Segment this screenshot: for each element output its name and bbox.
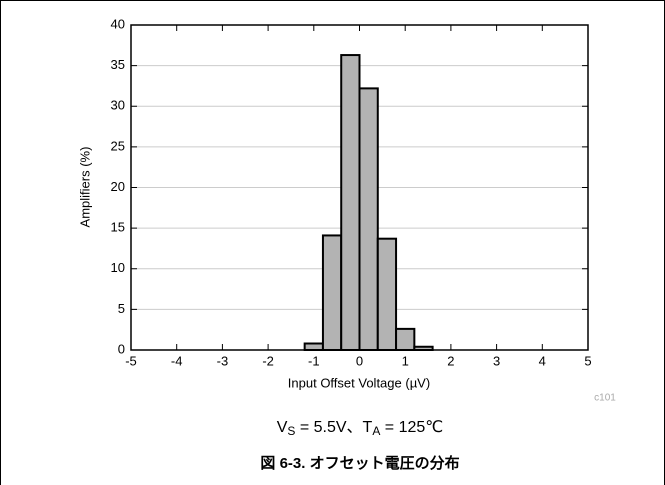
bar xyxy=(376,237,398,351)
bar xyxy=(340,54,361,351)
y-tick-label: 30 xyxy=(111,98,125,113)
x-tick-label: -2 xyxy=(262,353,274,368)
y-tick-label: 25 xyxy=(111,138,125,153)
x-tick-label: 4 xyxy=(539,353,546,368)
y-tick-label: 5 xyxy=(118,301,125,316)
x-tick-label: 2 xyxy=(447,353,454,368)
subtitle-part: = 125℃ xyxy=(380,419,443,436)
subtitle-part: S xyxy=(287,424,295,438)
x-tick-label: -4 xyxy=(171,353,183,368)
x-tick-label: -3 xyxy=(217,353,229,368)
x-tick-label: -1 xyxy=(308,353,320,368)
x-tick-label: 1 xyxy=(402,353,409,368)
y-axis-label: Amplifiers (%) xyxy=(77,147,92,228)
y-tick-label: 35 xyxy=(111,57,125,72)
annotation: c101 xyxy=(594,393,616,404)
subtitle-part: V xyxy=(277,419,288,436)
bar xyxy=(321,234,343,351)
x-tick-label: 3 xyxy=(493,353,500,368)
x-tick-label: 5 xyxy=(584,353,591,368)
y-tick-label: 40 xyxy=(111,16,125,31)
plot-frame xyxy=(130,24,589,351)
bar xyxy=(395,327,416,351)
y-tick-label: 20 xyxy=(111,179,125,194)
caption: 図 6-3. オフセット電圧の分布 xyxy=(260,454,459,472)
x-axis-label: Input Offset Voltage (µV) xyxy=(288,375,430,390)
subtitle-part: = 5.5V、T xyxy=(295,419,372,436)
y-tick-label: 10 xyxy=(111,260,125,275)
subtitle-part: A xyxy=(372,424,380,438)
subtitle: VS = 5.5V、TA = 125℃ xyxy=(277,419,444,438)
x-tick-label: -5 xyxy=(125,353,137,368)
bar xyxy=(358,87,379,351)
x-tick-label: 0 xyxy=(356,353,363,368)
y-tick-label: 0 xyxy=(118,341,125,356)
y-tick-label: 15 xyxy=(111,220,125,235)
bar xyxy=(303,342,324,351)
